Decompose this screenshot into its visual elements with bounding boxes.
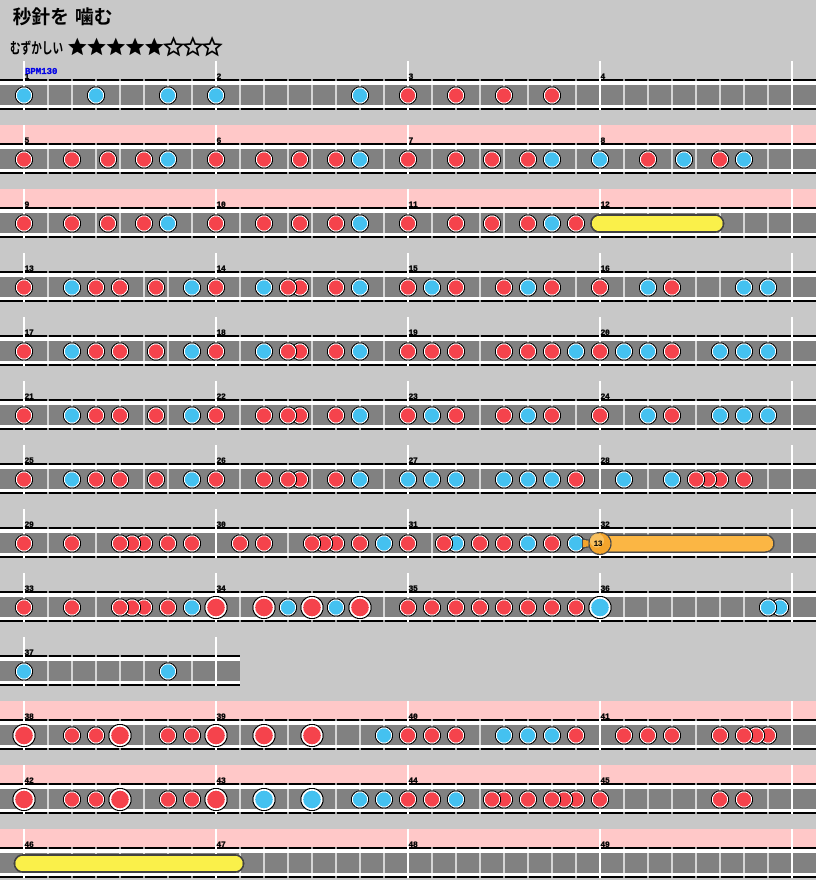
svg-text:20: 20 [601,329,611,338]
svg-text:30: 30 [217,521,227,530]
svg-text:14: 14 [217,265,227,274]
svg-text:1: 1 [25,73,30,82]
svg-text:24: 24 [601,393,611,402]
svg-text:13: 13 [25,265,35,274]
svg-text:44: 44 [409,777,419,786]
svg-text:BPM130: BPM130 [25,67,57,77]
svg-text:45: 45 [601,777,611,786]
svg-text:4: 4 [601,73,606,82]
svg-text:47: 47 [217,841,227,850]
svg-text:43: 43 [217,777,227,786]
svg-text:46: 46 [25,841,35,850]
svg-text:31: 31 [409,521,419,530]
svg-text:22: 22 [217,393,227,402]
svg-text:48: 48 [409,841,419,850]
svg-text:29: 29 [25,521,35,530]
svg-text:41: 41 [601,713,611,722]
svg-text:33: 33 [25,585,35,594]
svg-text:16: 16 [601,265,611,274]
svg-text:39: 39 [217,713,227,722]
svg-text:26: 26 [217,457,227,466]
svg-text:18: 18 [217,329,227,338]
svg-text:32: 32 [601,521,611,530]
svg-text:28: 28 [601,457,611,466]
svg-text:40: 40 [409,713,419,722]
svg-text:37: 37 [25,649,35,658]
svg-text:25: 25 [25,457,35,466]
svg-text:13: 13 [594,540,603,549]
svg-text:8: 8 [601,137,606,146]
svg-text:6: 6 [217,137,222,146]
svg-text:34: 34 [217,585,227,594]
svg-text:9: 9 [25,201,30,210]
svg-text:35: 35 [409,585,419,594]
svg-text:23: 23 [409,393,419,402]
svg-text:27: 27 [409,457,419,466]
svg-text:15: 15 [409,265,419,274]
svg-text:12: 12 [601,201,611,210]
svg-text:38: 38 [25,713,35,722]
svg-text:5: 5 [25,137,30,146]
svg-text:17: 17 [25,329,35,338]
svg-text:7: 7 [409,137,414,146]
svg-text:36: 36 [601,585,611,594]
svg-text:42: 42 [25,777,35,786]
svg-text:11: 11 [409,201,419,210]
svg-text:49: 49 [601,841,611,850]
svg-text:2: 2 [217,73,222,82]
svg-text:10: 10 [217,201,227,210]
svg-text:3: 3 [409,73,414,82]
svg-text:19: 19 [409,329,419,338]
svg-text:21: 21 [25,393,35,402]
